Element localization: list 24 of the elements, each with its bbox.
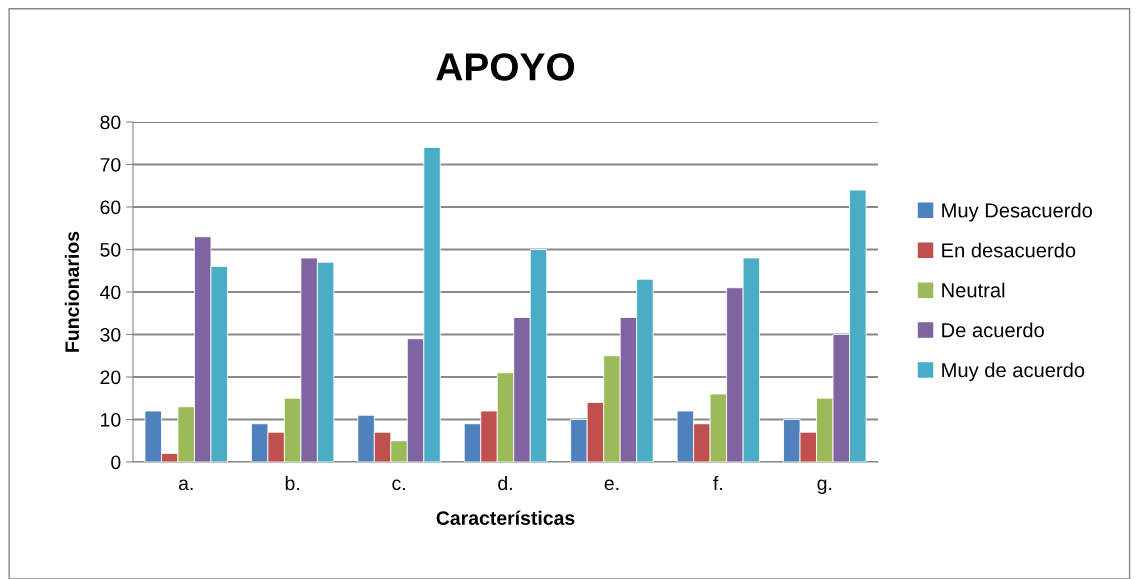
legend-label: Muy de acuerdo [942,362,1085,382]
y-axis-title: Funcionarios [64,231,80,352]
x-axis-title: Características [436,510,575,525]
y-tick-label: 40 [100,285,121,300]
x-tick-label: b. [285,475,299,491]
y-tick-label: 0 [111,455,121,470]
y-tick-label: 30 [100,327,121,342]
x-tick-label: f. [713,475,722,490]
y-tick-label: 20 [100,370,121,385]
y-tick-label: 60 [100,200,121,215]
x-tick-label: g. [817,479,832,495]
x-tick-label: a. [178,479,193,491]
y-tick-label: 80 [100,115,121,130]
y-tick-label: 10 [101,412,121,427]
legend-label: De acuerdo [942,322,1044,338]
chart-title: APOYO [436,53,575,81]
legend-label: Muy Desacuerdo [942,202,1093,222]
legend-label: En desacuerdo [942,242,1076,258]
y-tick-label: 50 [100,242,121,257]
x-tick-label: c. [392,479,405,491]
legend-label: Neutral [942,282,1005,298]
x-tick-label: d. [498,475,512,491]
y-tick-label: 70 [100,157,121,172]
x-tick-label: e. [604,479,619,491]
